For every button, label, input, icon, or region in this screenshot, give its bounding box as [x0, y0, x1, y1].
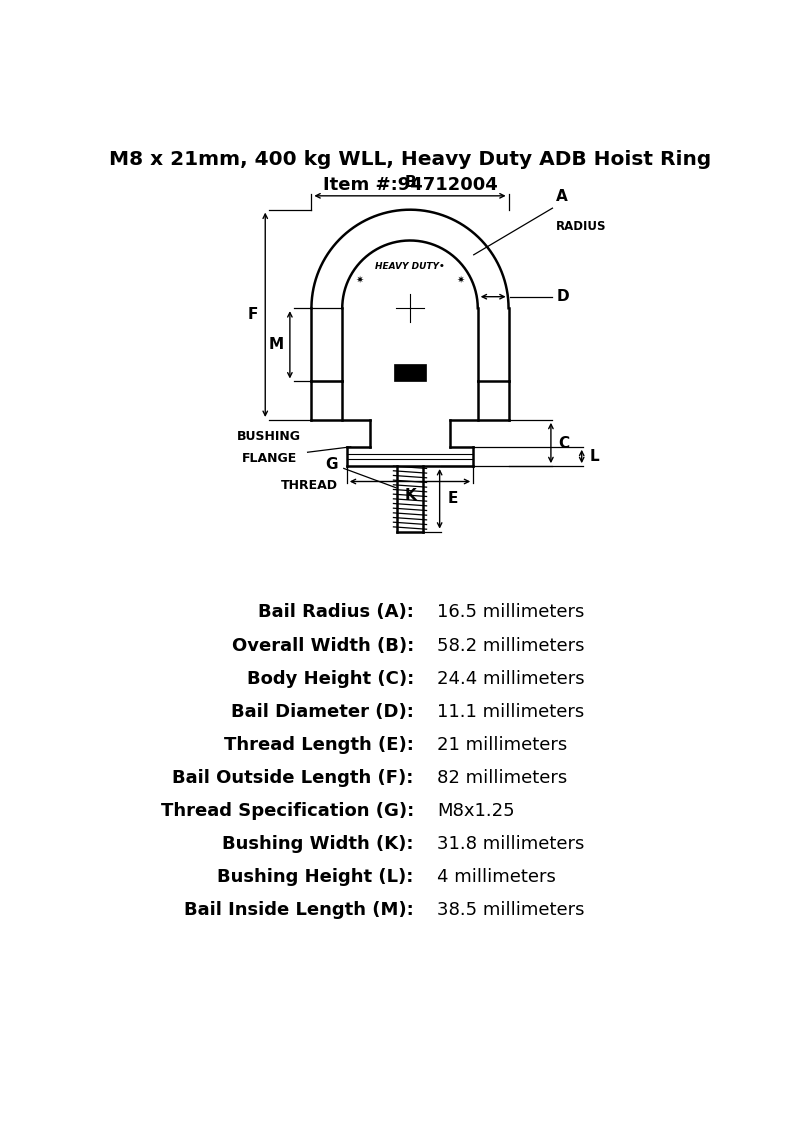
Text: RADIUS: RADIUS	[556, 220, 606, 234]
Text: Bail Outside Length (F):: Bail Outside Length (F):	[173, 770, 414, 788]
Text: D: D	[556, 289, 569, 304]
Text: E: E	[447, 492, 458, 506]
Text: Bail Diameter (D):: Bail Diameter (D):	[231, 703, 414, 721]
Text: 58.2 millimeters: 58.2 millimeters	[437, 637, 585, 655]
Text: 21 millimeters: 21 millimeters	[437, 736, 567, 754]
Text: THREAD: THREAD	[281, 479, 338, 492]
Text: ✷: ✷	[355, 274, 363, 285]
Text: BUSHING: BUSHING	[237, 430, 301, 443]
Text: M8 x 21mm, 400 kg WLL, Heavy Duty ADB Hoist Ring: M8 x 21mm, 400 kg WLL, Heavy Duty ADB Ho…	[109, 151, 711, 170]
Text: G: G	[325, 457, 338, 472]
Text: C: C	[558, 435, 570, 450]
Text: Bushing Height (L):: Bushing Height (L):	[218, 868, 414, 886]
Text: B: B	[404, 176, 416, 190]
Text: HEAVY DUTY•: HEAVY DUTY•	[375, 262, 445, 271]
Text: M: M	[269, 338, 284, 352]
Text: Overall Width (B):: Overall Width (B):	[232, 637, 414, 655]
Text: 31.8 millimeters: 31.8 millimeters	[437, 835, 584, 853]
Text: 11.1 millimeters: 11.1 millimeters	[437, 703, 584, 721]
Text: Bushing Width (K):: Bushing Width (K):	[222, 835, 414, 853]
Text: FLANGE: FLANGE	[242, 451, 297, 465]
Text: 24.4 millimeters: 24.4 millimeters	[437, 669, 585, 687]
Text: F: F	[247, 307, 258, 322]
Text: L: L	[590, 449, 599, 463]
Text: ✷: ✷	[457, 274, 465, 285]
Text: A: A	[556, 189, 568, 204]
Text: 82 millimeters: 82 millimeters	[437, 770, 567, 788]
Text: Body Height (C):: Body Height (C):	[246, 669, 414, 687]
Text: M8x1.25: M8x1.25	[437, 802, 514, 820]
Text: Bail Radius (A):: Bail Radius (A):	[258, 603, 414, 621]
Text: 4 millimeters: 4 millimeters	[437, 868, 556, 886]
Text: Thread Length (E):: Thread Length (E):	[224, 736, 414, 754]
Text: Item #:94712004: Item #:94712004	[322, 176, 498, 194]
Bar	[394, 364, 426, 381]
Text: 38.5 millimeters: 38.5 millimeters	[437, 901, 585, 919]
Text: 16.5 millimeters: 16.5 millimeters	[437, 603, 584, 621]
Text: Bail Inside Length (M):: Bail Inside Length (M):	[184, 901, 414, 919]
Text: K: K	[404, 488, 416, 503]
Text: Thread Specification (G):: Thread Specification (G):	[161, 802, 414, 820]
